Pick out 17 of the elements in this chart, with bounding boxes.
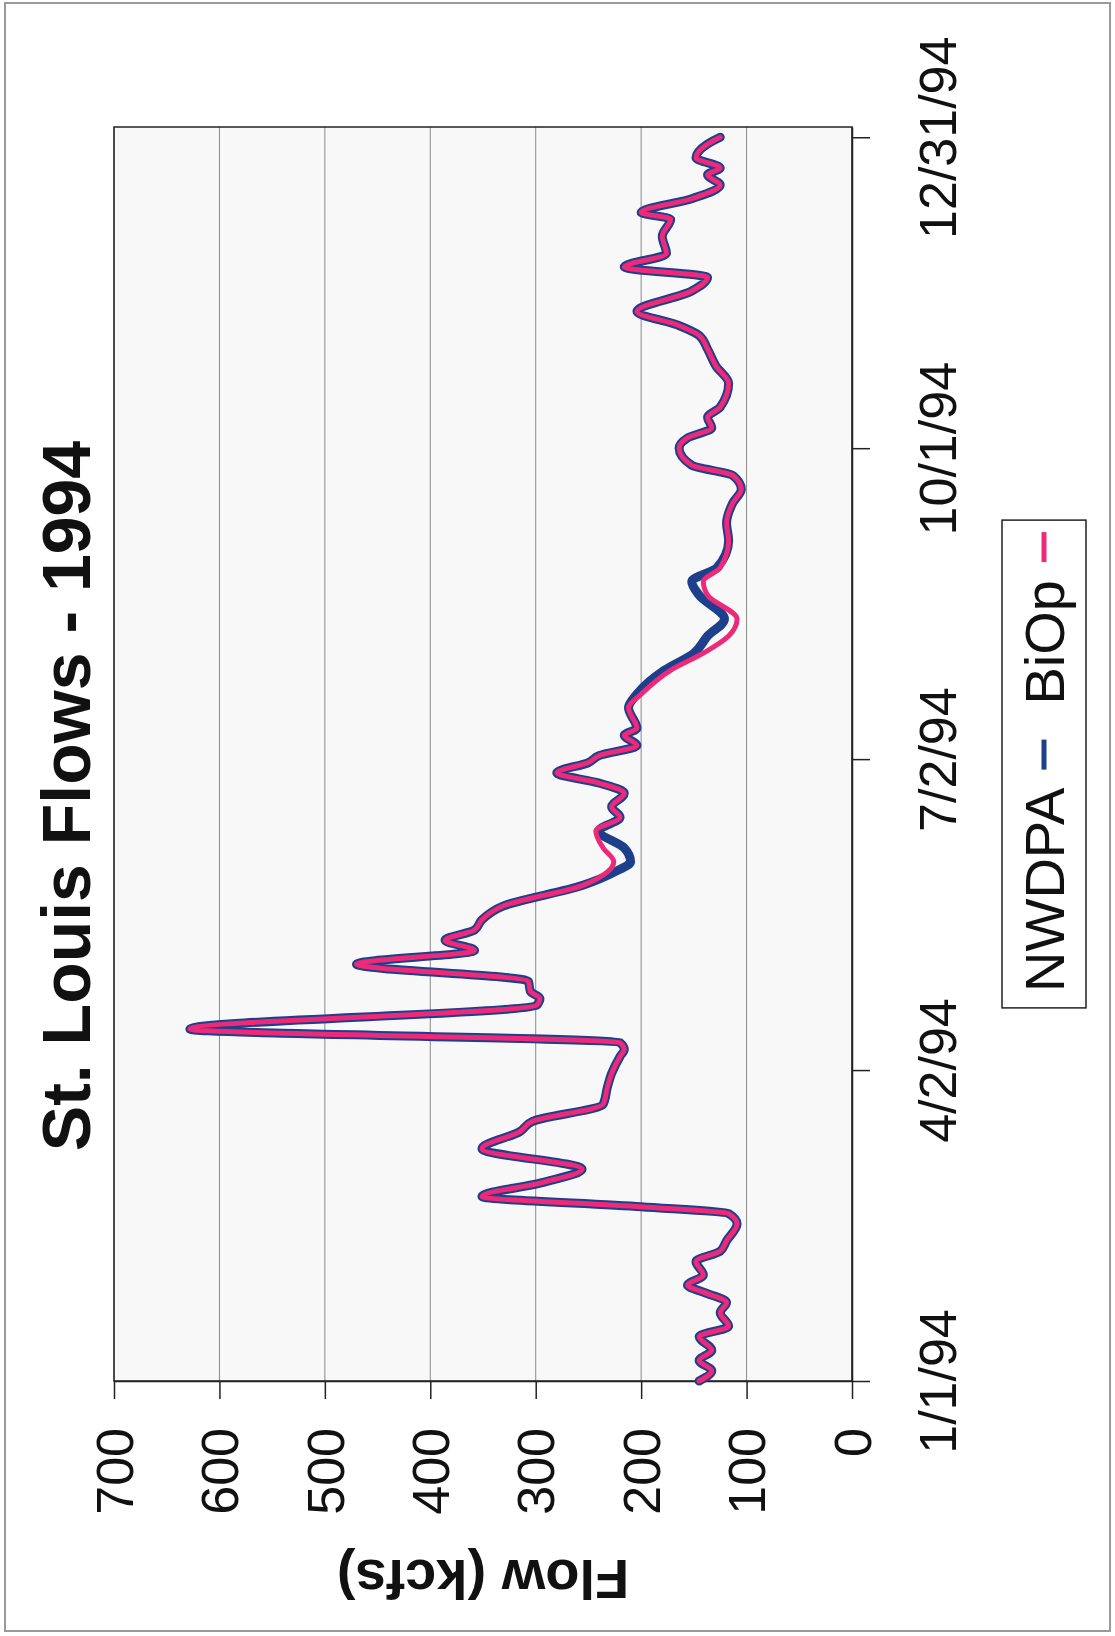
y-tick-label: 1/1/94 bbox=[909, 1309, 967, 1454]
y-tick-label: 7/2/94 bbox=[909, 687, 967, 832]
x-tick-label: 500 bbox=[296, 1428, 355, 1515]
x-axis-title: Flow (kcfs) bbox=[336, 1548, 630, 1611]
y-tick-label: 4/2/94 bbox=[909, 998, 967, 1143]
y-tick-label: 12/31/94 bbox=[909, 36, 967, 239]
legend-label: BiOp bbox=[1013, 580, 1076, 705]
legend-label: NWDPA bbox=[1013, 786, 1076, 992]
x-tick-label: 700 bbox=[85, 1428, 144, 1515]
x-tick-label: 100 bbox=[718, 1428, 777, 1515]
y-tick-label: 10/1/94 bbox=[909, 361, 967, 536]
x-tick-label: 0 bbox=[823, 1428, 882, 1457]
text: St. Louis Flows - 1994 bbox=[28, 440, 104, 1152]
x-tick-label: 300 bbox=[507, 1428, 566, 1515]
x-tick-label: 400 bbox=[401, 1428, 460, 1515]
x-tick-label: 200 bbox=[612, 1428, 671, 1515]
x-tick-label: 600 bbox=[191, 1428, 250, 1515]
